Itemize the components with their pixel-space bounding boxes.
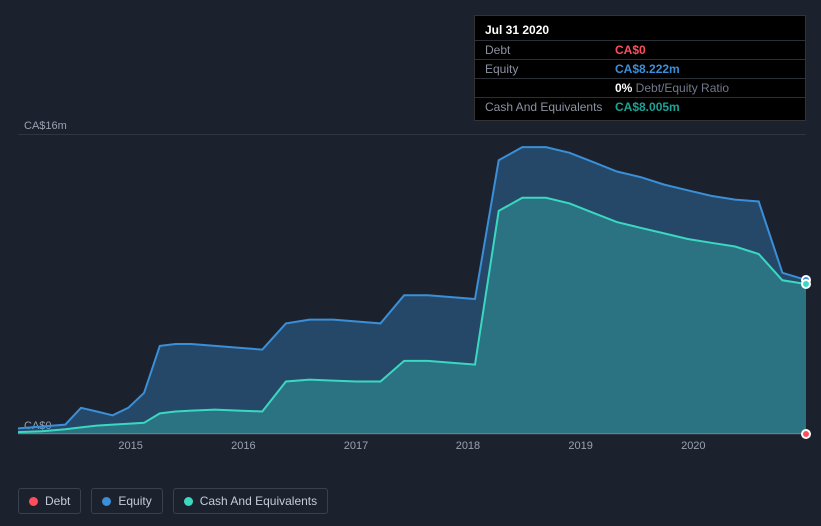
tooltip-ratio-value: 0% xyxy=(615,81,632,95)
tooltip-cash-label: Cash And Equivalents xyxy=(485,100,615,114)
x-axis-year-label: 2015 xyxy=(118,440,142,452)
x-axis-year-label: 2018 xyxy=(456,440,480,452)
tooltip-cash-row: Cash And Equivalents CA$8.005m xyxy=(475,97,805,116)
chart-tooltip: Jul 31 2020 DebtCA$0EquityCA$8.222m 0% D… xyxy=(474,15,806,121)
y-axis-max-label: CA$16m xyxy=(24,120,67,132)
tooltip-row-label: Equity xyxy=(485,62,615,76)
x-axis-year-label: 2016 xyxy=(231,440,255,452)
gridline-bottom xyxy=(18,434,806,435)
tooltip-row: DebtCA$0 xyxy=(475,40,805,59)
chart-svg xyxy=(18,134,806,434)
marker-debt xyxy=(801,429,811,439)
chart-legend: Debt Equity Cash And Equivalents xyxy=(18,488,328,514)
x-axis-year-label: 2020 xyxy=(681,440,705,452)
legend-dot-icon xyxy=(29,497,38,506)
legend-label: Cash And Equivalents xyxy=(200,494,317,508)
legend-label: Debt xyxy=(45,494,70,508)
plot-area[interactable] xyxy=(18,134,806,465)
tooltip-ratio-row: 0% Debt/Equity Ratio xyxy=(475,78,805,97)
tooltip-row-label: Debt xyxy=(485,43,615,57)
legend-item-cash[interactable]: Cash And Equivalents xyxy=(173,488,328,514)
tooltip-cash-value: CA$8.005m xyxy=(615,100,680,114)
legend-item-equity[interactable]: Equity xyxy=(91,488,162,514)
marker-cash xyxy=(801,279,811,289)
tooltip-ratio-label: Debt/Equity Ratio xyxy=(632,81,729,95)
x-axis-year-label: 2019 xyxy=(568,440,592,452)
legend-dot-icon xyxy=(184,497,193,506)
gridline-top xyxy=(18,134,806,135)
tooltip-row-value: CA$0 xyxy=(615,43,646,57)
tooltip-date: Jul 31 2020 xyxy=(475,20,805,40)
legend-label: Equity xyxy=(118,494,151,508)
x-axis-year-label: 2017 xyxy=(344,440,368,452)
x-axis-labels: 2015 2016 2017 2018 2019 2020 xyxy=(18,440,806,460)
tooltip-row-value: CA$8.222m xyxy=(615,62,680,76)
legend-dot-icon xyxy=(102,497,111,506)
tooltip-row: EquityCA$8.222m xyxy=(475,59,805,78)
area-chart: CA$16m CA$0 201520162017201820192020 xyxy=(18,120,806,465)
legend-item-debt[interactable]: Debt xyxy=(18,488,81,514)
